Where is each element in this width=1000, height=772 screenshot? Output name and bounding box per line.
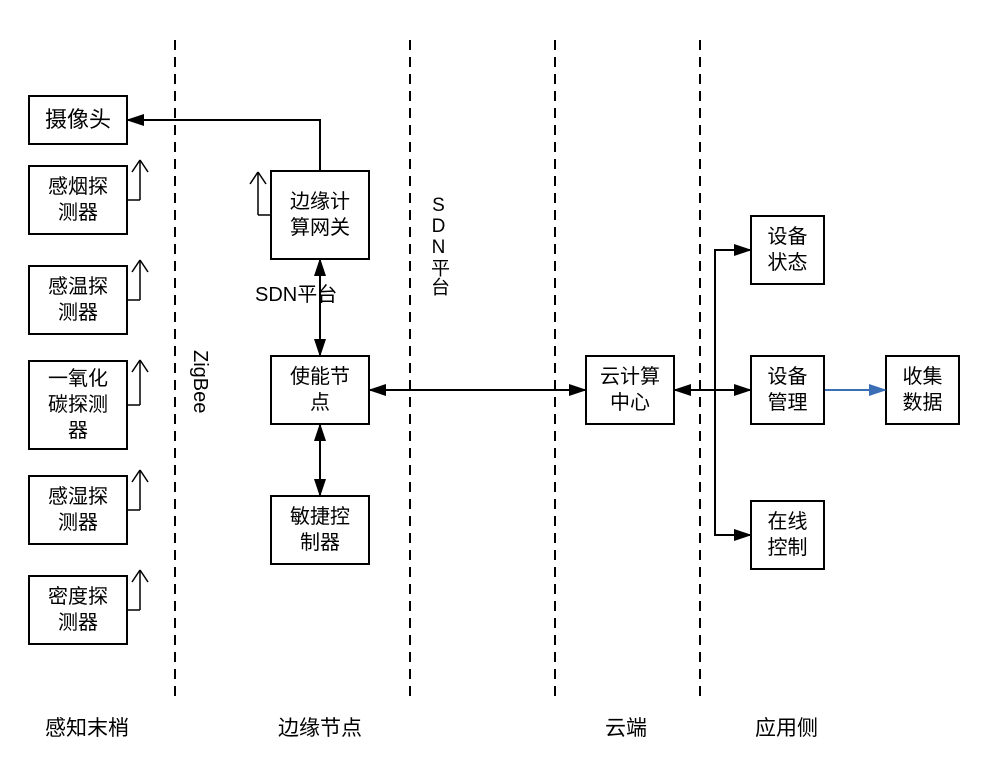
- svg-overlay: [0, 0, 1000, 772]
- node-collect: 收集 数据: [885, 355, 960, 425]
- label-sdn1: SDN平台: [255, 278, 337, 307]
- diagram-canvas: 摄像头 感烟探 测器 感温探 测器 一氧化 碳探测 器 感湿探 测器 密度探 测…: [0, 0, 1000, 772]
- section-label-3: 云端: [605, 712, 647, 742]
- label-sdn2: SDN平台: [425, 195, 452, 296]
- node-smoke: 感烟探 测器: [28, 165, 128, 235]
- node-camera: 摄像头: [28, 95, 128, 145]
- node-agile: 敏捷控 制器: [270, 495, 370, 565]
- node-gateway: 边缘计 算网关: [270, 170, 370, 260]
- node-co: 一氧化 碳探测 器: [28, 360, 128, 450]
- node-enable: 使能节 点: [270, 355, 370, 425]
- section-label-4: 应用侧: [755, 712, 818, 742]
- label-zigbee: ZigBee: [188, 350, 211, 413]
- node-density: 密度探 测器: [28, 575, 128, 645]
- node-temp: 感温探 测器: [28, 265, 128, 335]
- node-devstatus: 设备 状态: [750, 215, 825, 285]
- node-devmgmt: 设备 管理: [750, 355, 825, 425]
- node-humid: 感湿探 测器: [28, 475, 128, 545]
- section-label-2: 边缘节点: [278, 712, 362, 742]
- node-online: 在线 控制: [750, 500, 825, 570]
- node-cloud: 云计算 中心: [585, 355, 675, 425]
- section-label-1: 感知末梢: [45, 712, 129, 742]
